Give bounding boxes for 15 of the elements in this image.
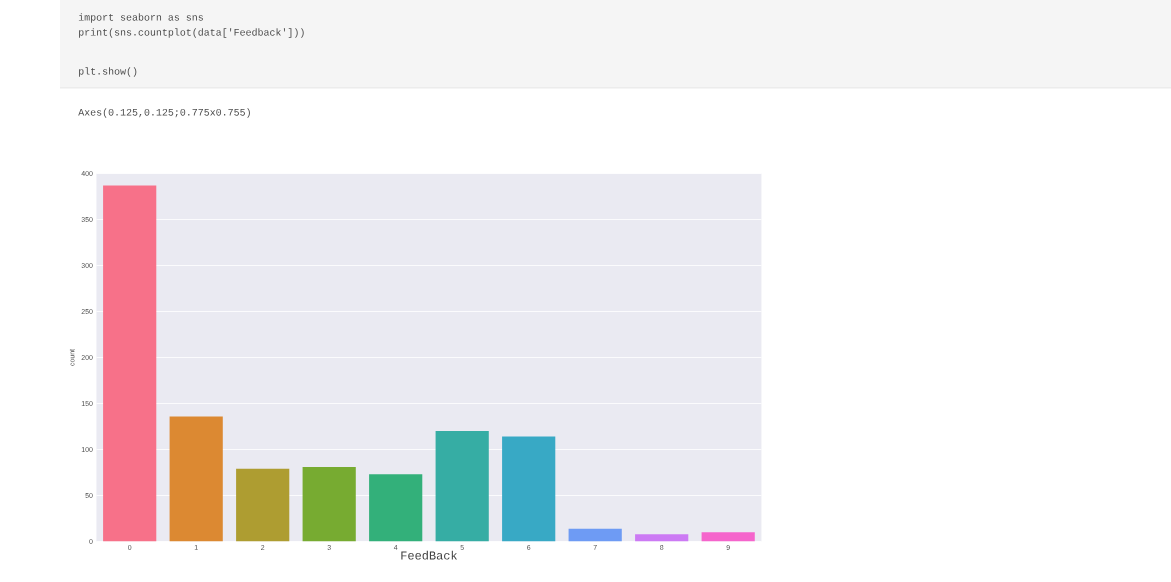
- bar: [103, 185, 157, 542]
- x-axis-title: FeedBack: [401, 550, 458, 560]
- text: import seaborn as sns: [78, 13, 203, 23]
- text: print(sns.countplot(data['Feedback'])): [79, 28, 304, 38]
- bar: [369, 474, 423, 542]
- bar: [568, 528, 622, 542]
- bar: [701, 532, 755, 542]
- bar: [635, 534, 689, 542]
- text: plt.show(): [79, 67, 137, 77]
- bar: [502, 436, 556, 542]
- bar: [435, 431, 489, 542]
- text: Axes(0.125,0.125;0.775x0.755): [78, 108, 250, 118]
- bar: [236, 468, 290, 542]
- bar: [169, 416, 223, 542]
- bar: [302, 466, 356, 542]
